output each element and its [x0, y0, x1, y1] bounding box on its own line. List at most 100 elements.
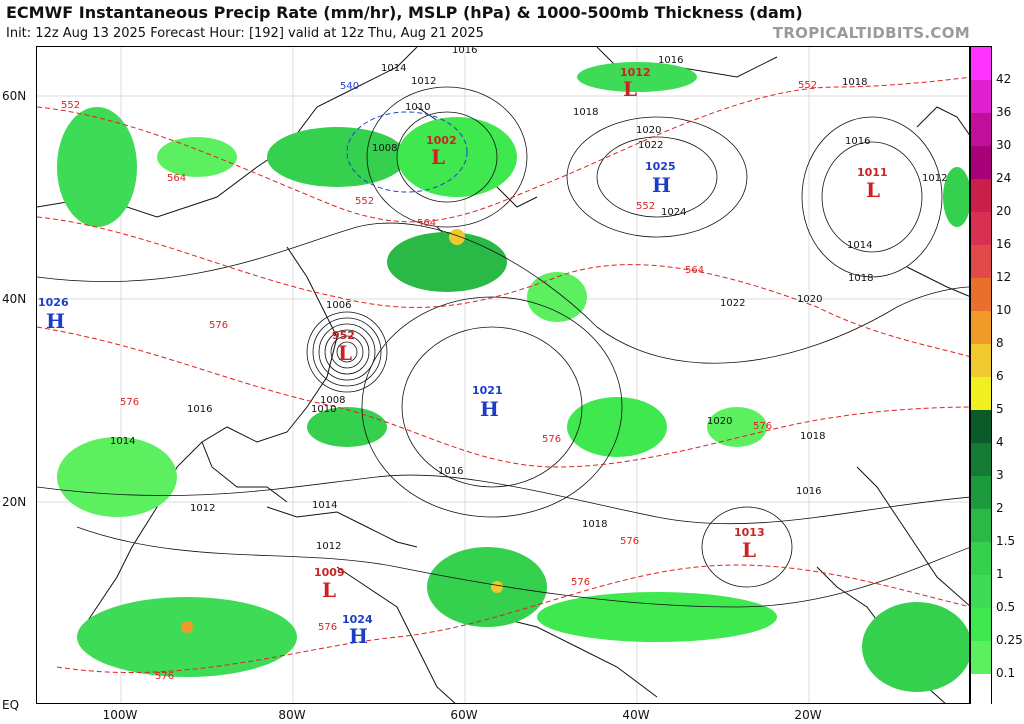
- pressure-center-value: 1013: [734, 526, 765, 539]
- colorbar-segment: [971, 542, 991, 575]
- colorbar-label: 24: [996, 171, 1012, 185]
- colorbar-label: 4: [996, 435, 1004, 449]
- low-pressure-symbol: L: [866, 178, 881, 202]
- colorbar-label: 1: [996, 567, 1004, 581]
- isobar-label: 1010: [311, 404, 337, 415]
- colorbar-segment: [971, 641, 991, 674]
- pressure-center-value: 1002: [426, 134, 457, 147]
- isobar-label: 1020: [707, 416, 733, 427]
- isobar-label: 1014: [312, 500, 338, 511]
- pressure-center-value: 1024: [342, 613, 373, 626]
- thickness-label: 552: [798, 80, 818, 91]
- colorbar-segment: [971, 113, 991, 146]
- isobar-label: 1014: [381, 63, 407, 74]
- map-panel: [36, 46, 970, 704]
- isobar-label: 1006: [326, 300, 352, 311]
- high-pressure-symbol: H: [652, 173, 671, 197]
- thickness-label: 576: [571, 577, 591, 588]
- isobar-label: 1012: [316, 541, 342, 552]
- isobar-label: 1016: [658, 55, 684, 66]
- colorbar-segment: [971, 80, 991, 113]
- isobars: [37, 86, 969, 608]
- colorbar-segment: [971, 377, 991, 410]
- lat-label-40n: 40N: [2, 292, 27, 306]
- isobar-label: 1014: [847, 240, 873, 251]
- map-title: ECMWF Instantaneous Precip Rate (mm/hr),…: [6, 3, 803, 22]
- thickness-label: 576: [155, 671, 175, 682]
- high-pressure-symbol: H: [349, 624, 368, 648]
- isobar-label: 1024: [661, 207, 687, 218]
- colorbar-label: 42: [996, 72, 1012, 86]
- precip-areas: [57, 62, 969, 692]
- lon-label-80w: 80W: [278, 708, 306, 722]
- thickness-label: 576: [209, 320, 229, 331]
- isobar-label: 1014: [110, 436, 136, 447]
- thickness-label: 540: [340, 81, 360, 92]
- lat-label-eq: EQ: [2, 698, 20, 712]
- isobar-label: 1012: [190, 503, 216, 514]
- lat-label-60n: 60N: [2, 89, 27, 103]
- pressure-center-value: 1011: [857, 166, 888, 179]
- isobar-label: 1016: [796, 486, 822, 497]
- pressure-center-value: 1025: [645, 160, 676, 173]
- colorbar-segment: [971, 443, 991, 476]
- pressure-center-value: 1012: [620, 66, 651, 79]
- pressure-center-value: 1009: [314, 566, 345, 579]
- thickness-label: 576: [318, 622, 338, 633]
- isobar-label: 1022: [720, 298, 746, 309]
- isobar-label: 1008: [372, 143, 398, 154]
- colorbar-label: 0.1: [996, 666, 1016, 680]
- thickness-label: 552: [61, 100, 81, 111]
- colorbar-segment: [971, 245, 991, 278]
- lon-label-100w: 100W: [102, 708, 138, 722]
- isobar-label: 1008: [320, 395, 346, 406]
- isobar-label: 1016: [438, 466, 464, 477]
- isobar-label: 1022: [638, 140, 664, 151]
- colorbar-label: 8: [996, 336, 1004, 350]
- colorbar-segment: [971, 410, 991, 443]
- map-subtitle: Init: 12z Aug 13 2025 Forecast Hour: [19…: [6, 26, 484, 41]
- pressure-center-value: 952: [332, 329, 355, 342]
- thickness-label: 576: [542, 434, 562, 445]
- colorbar-segment: [971, 278, 991, 311]
- isobar-label: 1012: [922, 173, 948, 184]
- thickness-label: 564: [417, 218, 437, 229]
- thickness-label: 564: [685, 265, 705, 276]
- low-pressure-symbol: L: [322, 578, 337, 602]
- lon-label-20w: 20W: [794, 708, 822, 722]
- low-pressure-symbol: L: [431, 145, 446, 169]
- lat-label-20n: 20N: [2, 495, 27, 509]
- isobar-label: 1016: [452, 45, 478, 56]
- header: ECMWF Instantaneous Precip Rate (mm/hr),…: [0, 0, 1024, 46]
- colorbar-label: 12: [996, 270, 1012, 284]
- isobar-label: 1020: [636, 125, 662, 136]
- low-pressure-symbol: L: [742, 538, 757, 562]
- thickness-label: 576: [120, 397, 140, 408]
- colorbar-label: 2: [996, 501, 1004, 515]
- colorbar-segment: [971, 608, 991, 641]
- isobar-label: 1016: [845, 136, 871, 147]
- colorbar-segment: [971, 344, 991, 377]
- isobar-label: 1018: [582, 519, 608, 530]
- thickness-label: 552: [636, 201, 656, 212]
- thickness-label: 564: [167, 173, 187, 184]
- lon-label-60w: 60W: [450, 708, 478, 722]
- low-pressure-symbol: L: [623, 77, 638, 101]
- colorbar-label: 10: [996, 303, 1012, 317]
- isobar-label: 1012: [411, 76, 437, 87]
- colorbar-segment: [971, 212, 991, 245]
- colorbar-segment: [971, 476, 991, 509]
- colorbar-segment: [971, 509, 991, 542]
- colorbar-label: 5: [996, 402, 1004, 416]
- thickness-lines: [37, 76, 969, 673]
- isobar-label: 1016: [187, 404, 213, 415]
- thickness-label: 552: [355, 196, 375, 207]
- high-pressure-symbol: H: [480, 397, 499, 421]
- colorbar-segment: [971, 179, 991, 212]
- brand-watermark[interactable]: TROPICALTIDBITS.COM: [772, 24, 970, 42]
- colorbar-segment: [971, 575, 991, 608]
- lon-label-40w: 40W: [622, 708, 650, 722]
- colorbar-segment: [971, 146, 991, 179]
- thickness-label: 576: [620, 536, 640, 547]
- precip-colorbar: [970, 46, 992, 705]
